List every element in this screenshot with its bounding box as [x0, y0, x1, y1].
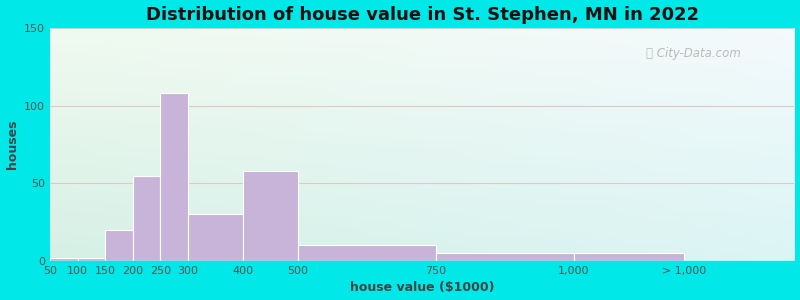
Bar — [188, 214, 243, 261]
Bar — [105, 230, 133, 261]
Bar — [50, 258, 78, 261]
Bar — [160, 93, 188, 261]
Bar — [574, 253, 684, 261]
Bar — [243, 171, 298, 261]
Title: Distribution of house value in St. Stephen, MN in 2022: Distribution of house value in St. Steph… — [146, 6, 698, 24]
Bar — [436, 253, 574, 261]
X-axis label: house value ($1000): house value ($1000) — [350, 281, 494, 294]
Bar — [78, 258, 105, 261]
Text: ⓘ City-Data.com: ⓘ City-Data.com — [646, 46, 741, 59]
Bar — [133, 176, 160, 261]
Bar — [298, 245, 436, 261]
Y-axis label: houses: houses — [6, 120, 18, 169]
